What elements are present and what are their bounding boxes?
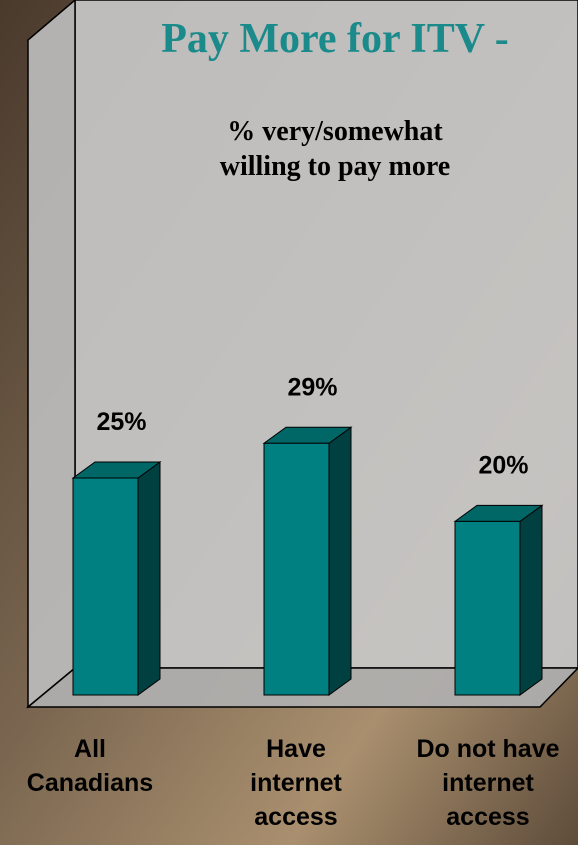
bar-side: [519, 504, 543, 696]
x-tick-label: access: [254, 803, 337, 831]
chart-title: Pay More for ITV -: [161, 16, 509, 62]
value-label: 25%: [96, 408, 146, 436]
x-tick-label: internet: [250, 769, 342, 797]
bar: [454, 520, 521, 696]
x-tick-label: Have: [266, 735, 326, 763]
bar-side: [137, 461, 161, 696]
value-label: 29%: [287, 373, 337, 401]
subtitle: % very/somewhat: [227, 116, 443, 147]
x-tick-label: access: [446, 803, 529, 831]
bar: [72, 477, 139, 696]
subtitle: willing to pay more: [220, 151, 450, 182]
bar: [263, 442, 330, 696]
x-tick-label: All: [74, 735, 106, 763]
side-wall: [27, 0, 76, 709]
x-tick-label: internet: [442, 769, 534, 797]
x-tick-label: Canadians: [27, 769, 153, 797]
bar-side: [328, 426, 352, 696]
value-label: 20%: [478, 451, 528, 479]
x-tick-label: Do not have: [416, 735, 559, 763]
